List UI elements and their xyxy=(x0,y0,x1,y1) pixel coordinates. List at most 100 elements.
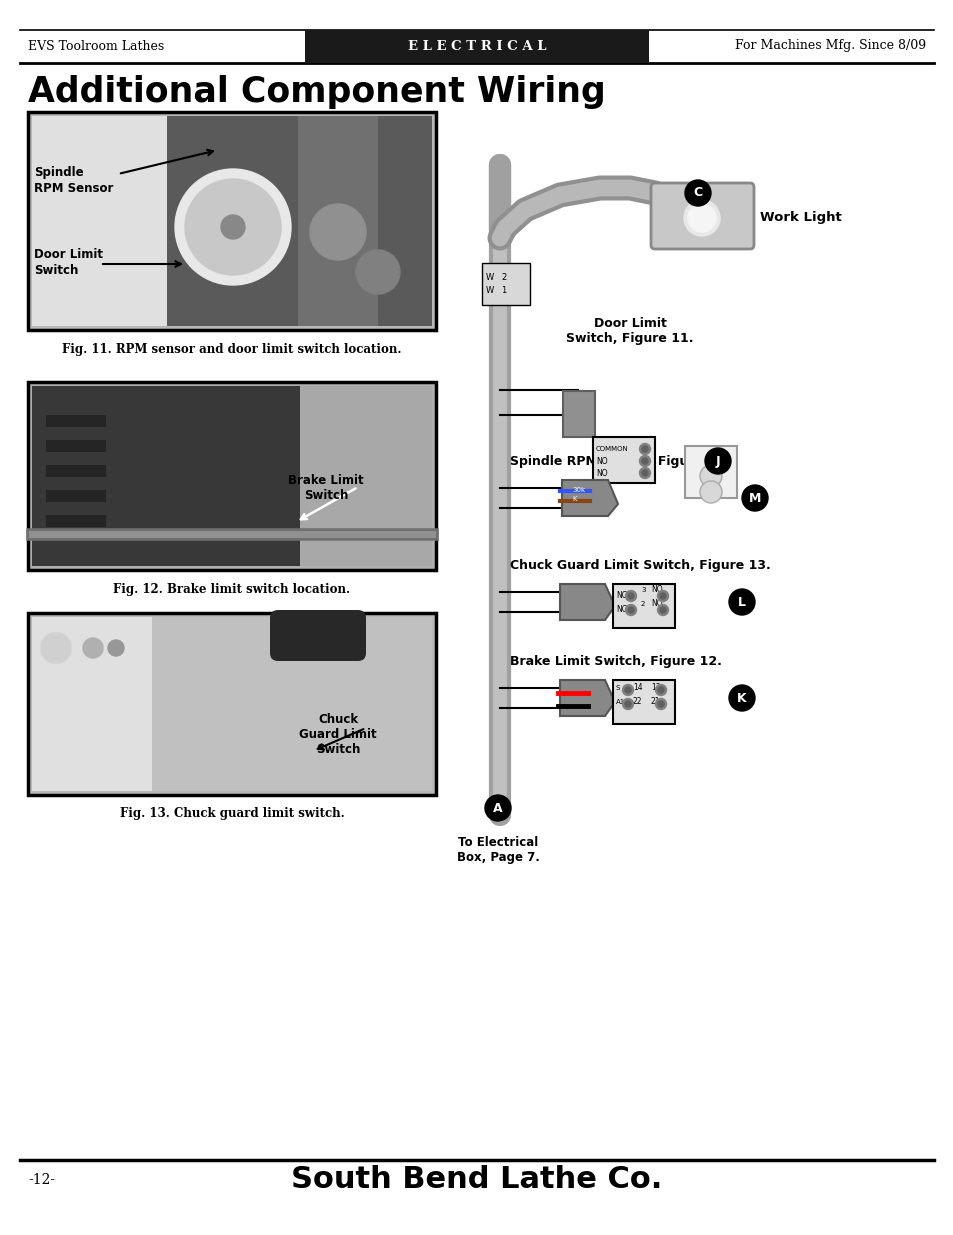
Text: NO: NO xyxy=(596,468,607,478)
Circle shape xyxy=(641,471,647,475)
Text: W: W xyxy=(485,287,494,295)
FancyBboxPatch shape xyxy=(650,183,753,249)
Text: J: J xyxy=(715,454,720,468)
Text: COMMON: COMMON xyxy=(596,446,628,452)
Text: Fig. 12. Brake limit switch location.: Fig. 12. Brake limit switch location. xyxy=(113,583,350,595)
Circle shape xyxy=(174,169,291,285)
Text: EVS Toolroom Lathes: EVS Toolroom Lathes xyxy=(28,40,164,53)
Text: E L E C T R I C A L: E L E C T R I C A L xyxy=(407,40,546,53)
Circle shape xyxy=(657,604,668,615)
Text: Additional Component Wiring: Additional Component Wiring xyxy=(28,75,605,109)
Bar xyxy=(28,613,436,795)
Bar xyxy=(46,466,106,477)
Text: K: K xyxy=(737,692,746,704)
Text: Chuck
Guard Limit
Switch: Chuck Guard Limit Switch xyxy=(299,713,376,756)
Text: K: K xyxy=(572,496,576,501)
Text: Brake Limit
Switch: Brake Limit Switch xyxy=(288,474,363,501)
Bar xyxy=(481,263,530,305)
FancyBboxPatch shape xyxy=(270,610,366,661)
Text: 22: 22 xyxy=(633,698,641,706)
Circle shape xyxy=(655,684,666,695)
Circle shape xyxy=(185,179,281,275)
Bar xyxy=(32,618,432,790)
Text: Spindle RPM Sensor, Figure 11.: Spindle RPM Sensor, Figure 11. xyxy=(510,454,729,468)
Circle shape xyxy=(41,634,71,663)
Bar xyxy=(46,515,106,527)
Text: 13: 13 xyxy=(650,683,659,693)
Polygon shape xyxy=(559,584,615,620)
Text: NC: NC xyxy=(616,592,626,600)
Text: NO: NO xyxy=(650,599,662,609)
Circle shape xyxy=(655,699,666,709)
Text: Fig. 13. Chuck guard limit switch.: Fig. 13. Chuck guard limit switch. xyxy=(119,808,344,820)
Text: Spindle
RPM Sensor: Spindle RPM Sensor xyxy=(34,165,113,195)
Circle shape xyxy=(484,795,511,821)
Bar xyxy=(305,30,648,63)
Bar xyxy=(297,116,377,326)
Circle shape xyxy=(639,456,650,467)
Circle shape xyxy=(657,590,668,601)
Circle shape xyxy=(687,204,716,232)
Circle shape xyxy=(704,448,730,474)
Bar xyxy=(613,680,675,724)
Circle shape xyxy=(741,485,767,511)
Circle shape xyxy=(108,640,124,656)
Circle shape xyxy=(622,684,633,695)
Polygon shape xyxy=(561,480,618,516)
Bar xyxy=(299,387,432,566)
Circle shape xyxy=(658,687,663,693)
Text: Door Limit
Switch: Door Limit Switch xyxy=(34,248,103,277)
Circle shape xyxy=(83,638,103,658)
Text: A1: A1 xyxy=(616,699,624,705)
Bar xyxy=(46,490,106,501)
Circle shape xyxy=(658,701,663,706)
Bar xyxy=(46,415,106,427)
Circle shape xyxy=(639,468,650,478)
Text: A: A xyxy=(493,802,502,815)
Circle shape xyxy=(700,480,721,503)
Circle shape xyxy=(683,200,720,236)
Circle shape xyxy=(627,606,634,613)
Bar xyxy=(28,382,436,571)
Circle shape xyxy=(728,685,754,711)
Text: 21: 21 xyxy=(650,698,659,706)
Text: 2: 2 xyxy=(501,273,506,282)
Text: 14: 14 xyxy=(633,683,642,693)
Text: NO: NO xyxy=(596,457,607,466)
Bar xyxy=(32,618,152,790)
Circle shape xyxy=(684,180,710,206)
Bar xyxy=(46,440,106,452)
Text: W: W xyxy=(485,273,494,282)
Text: Fig. 11. RPM sensor and door limit switch location.: Fig. 11. RPM sensor and door limit switc… xyxy=(62,342,401,356)
Circle shape xyxy=(659,593,665,599)
Circle shape xyxy=(625,604,636,615)
Circle shape xyxy=(659,606,665,613)
Circle shape xyxy=(641,446,647,452)
Text: For Machines Mfg. Since 8/09: For Machines Mfg. Since 8/09 xyxy=(734,40,925,53)
Bar xyxy=(593,437,655,483)
Text: Brake Limit Switch, Figure 12.: Brake Limit Switch, Figure 12. xyxy=(510,655,721,668)
Text: NO: NO xyxy=(650,585,662,594)
Text: C: C xyxy=(693,186,701,200)
Circle shape xyxy=(728,589,754,615)
Text: M: M xyxy=(748,492,760,505)
Text: L: L xyxy=(738,595,745,609)
Circle shape xyxy=(639,443,650,454)
Text: Work Light: Work Light xyxy=(760,211,841,225)
Circle shape xyxy=(355,249,399,294)
Circle shape xyxy=(310,204,366,261)
Text: 30k: 30k xyxy=(572,487,584,493)
Circle shape xyxy=(221,215,245,240)
Text: 1: 1 xyxy=(501,287,506,295)
Bar xyxy=(28,112,436,330)
Bar xyxy=(167,116,432,326)
Circle shape xyxy=(622,699,633,709)
Circle shape xyxy=(700,466,721,487)
Text: Chuck Guard Limit Switch, Figure 13.: Chuck Guard Limit Switch, Figure 13. xyxy=(510,559,770,572)
Circle shape xyxy=(641,458,647,464)
Text: NC: NC xyxy=(616,605,626,615)
Text: -12-: -12- xyxy=(28,1173,55,1187)
Polygon shape xyxy=(559,680,615,716)
Text: S: S xyxy=(616,685,619,692)
Circle shape xyxy=(624,687,630,693)
